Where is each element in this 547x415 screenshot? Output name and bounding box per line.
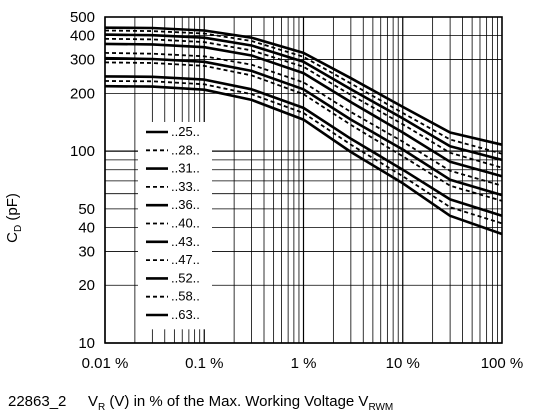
- legend-label: ..36..: [171, 197, 200, 212]
- y-axis-label-main: C: [4, 232, 21, 243]
- y-tick-label: 10: [78, 335, 95, 352]
- y-axis-label-tail: (pF): [4, 193, 21, 225]
- legend-label: ..40..: [171, 216, 200, 231]
- y-tick-label: 500: [70, 9, 95, 26]
- x-tick-label: 1 %: [291, 355, 317, 372]
- legend-label: ..47..: [171, 252, 200, 267]
- x-tick-label: 10 %: [386, 355, 420, 372]
- legend-label: ..63..: [171, 307, 200, 322]
- y-axis-label-sub: D: [13, 225, 24, 232]
- y-tick-label: 20: [78, 277, 95, 294]
- legend-label: ..33..: [171, 179, 200, 194]
- x-tick-label: 100 %: [481, 355, 524, 372]
- y-tick-label: 50: [78, 201, 95, 218]
- x-tick-label: 0.01 %: [82, 355, 129, 372]
- y-tick-label: 100: [70, 143, 95, 160]
- x-tick-labels: 0.01 % 0.1 % 1 % 10 % 100 %: [82, 355, 524, 372]
- legend-label: ..31..: [171, 161, 200, 176]
- y-tick-label: 30: [78, 243, 95, 260]
- x-axis-label-main: V: [88, 393, 98, 410]
- legend-label: ..28..: [171, 142, 200, 157]
- x-axis-label-mid: (V) in % of the Max. Working Voltage V: [105, 393, 368, 410]
- legend-label: ..25..: [171, 124, 200, 139]
- y-tick-label: 400: [70, 28, 95, 45]
- x-axis-label-sub2: RWM: [368, 402, 393, 413]
- x-axis-label-sub: R: [98, 402, 105, 413]
- x-tick-label: 0.1 %: [185, 355, 223, 372]
- x-axis-label: VR (V) in % of the Max. Working Voltage …: [88, 393, 393, 413]
- legend-label: ..58..: [171, 289, 200, 304]
- y-tick-label: 200: [70, 85, 95, 102]
- legend-label: ..52..: [171, 270, 200, 285]
- legend-label: ..43..: [171, 234, 200, 249]
- y-tick-label: 40: [78, 219, 95, 236]
- y-tick-label: 300: [70, 52, 95, 69]
- figure-id: 22863_2: [8, 393, 66, 410]
- y-axis-label: CD (pF): [4, 193, 24, 243]
